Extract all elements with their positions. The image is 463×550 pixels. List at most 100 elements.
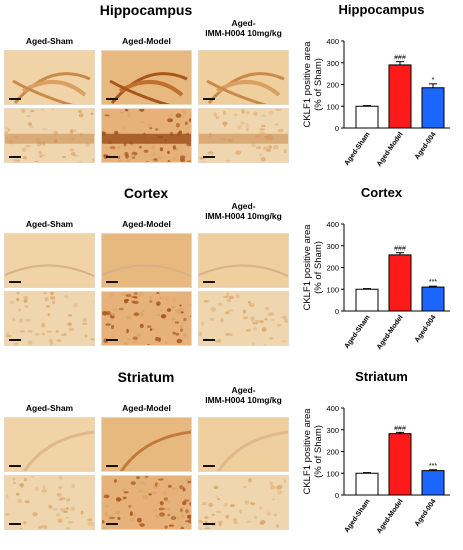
micrograph-panel (4, 417, 95, 472)
micrograph-image (199, 418, 288, 471)
micrograph-panel (198, 108, 289, 163)
micrograph-image (102, 292, 191, 345)
bar-aged-model (388, 254, 412, 312)
micrograph-image (102, 234, 191, 287)
micrograph-image (199, 234, 288, 287)
scale-bar (106, 156, 118, 158)
x-tick-label: Aged-Sham (344, 131, 372, 167)
scale-bar (203, 339, 215, 341)
y-axis-label-line: CKLF1 positive area (302, 408, 313, 495)
scale-bar (106, 523, 118, 525)
micrograph-panel (101, 108, 192, 163)
column-label: Aged-Model (122, 219, 171, 229)
column-label: Aged- IMM-H004 10mg/kg (205, 18, 282, 38)
column-label: Aged-Sham (25, 36, 74, 46)
section-title-cortex: Cortex (123, 185, 169, 201)
micrograph-image (102, 418, 191, 471)
y-tick-label: 0 (335, 307, 339, 316)
scale-bar (203, 98, 215, 100)
micrograph-panel (198, 233, 289, 288)
bar-aged-model (388, 64, 412, 129)
y-axis-label: CKLF1 positive area (% of Sham) (302, 41, 324, 128)
y-tick-label: 300 (326, 59, 339, 68)
significance-label: *** (429, 463, 437, 470)
scale-bar (106, 465, 118, 467)
y-axis-label-line: (% of Sham) (313, 425, 324, 478)
bar-aged-004 (421, 286, 445, 312)
y-tick-label: 0 (335, 491, 339, 500)
micrograph-image (5, 418, 94, 471)
section-title-hippocampus: Hippocampus (99, 2, 193, 18)
scale-bar (106, 281, 118, 283)
y-tick-label: 200 (326, 448, 339, 457)
scale-bar (9, 156, 21, 158)
scale-bar (203, 156, 215, 158)
scale-bar (9, 281, 21, 283)
column-label: Aged-Sham (25, 219, 74, 229)
micrograph-image (5, 109, 94, 162)
x-tick-label: Aged-Model (376, 314, 405, 351)
column-label: Aged- IMM-H004 10mg/kg (205, 201, 282, 221)
y-tick-label: 100 (326, 469, 339, 478)
scale-bar (9, 98, 21, 100)
x-tick-label: Aged-004 (414, 131, 438, 161)
micrograph-panel (198, 291, 289, 346)
micrograph-panel (101, 233, 192, 288)
column-label: Aged-Model (122, 36, 171, 46)
column-label: Aged-Sham (25, 403, 74, 413)
micrograph-panel (101, 50, 192, 105)
y-tick-label: 300 (326, 242, 339, 251)
bar-aged-004 (421, 470, 445, 496)
x-tick-label: Aged-Sham (344, 314, 372, 350)
micrograph-panel (101, 475, 192, 530)
micrograph-panel (4, 50, 95, 105)
scale-bar (203, 465, 215, 467)
scale-bar (9, 465, 21, 467)
micrograph-image (102, 109, 191, 162)
significance-label: ### (394, 425, 406, 432)
scale-bar (9, 523, 21, 525)
significance-label: * (432, 77, 435, 84)
micrograph-image (5, 292, 94, 345)
micrograph-panel (4, 475, 95, 530)
x-tick-label: Aged-004 (414, 498, 438, 528)
y-tick-label: 100 (326, 102, 339, 111)
y-tick-label: 400 (326, 404, 339, 413)
micrograph-image (102, 476, 191, 529)
x-tick-label: Aged-004 (414, 314, 438, 344)
chart-title-1: Cortex (360, 185, 403, 200)
scale-bar (203, 281, 215, 283)
micrograph-image (199, 476, 288, 529)
chart-title-0: Hippocampus (338, 2, 425, 17)
y-axis-label-line: CKLF1 positive area (302, 224, 313, 311)
y-axis-label-line: (% of Sham) (313, 58, 324, 111)
x-tick-label: Aged-Model (376, 498, 405, 535)
significance-label: *** (429, 279, 437, 286)
micrograph-panel (101, 417, 192, 472)
section-title-striatum: Striatum (117, 369, 175, 385)
micrograph-panel (198, 417, 289, 472)
significance-label: ### (394, 55, 406, 62)
y-tick-label: 0 (335, 124, 339, 133)
y-tick-label: 200 (326, 81, 339, 90)
scale-bar (203, 523, 215, 525)
micrograph-image (199, 292, 288, 345)
micrograph-panel (4, 108, 95, 163)
micrograph-image (5, 476, 94, 529)
significance-label: ### (394, 246, 406, 253)
column-label: Aged- IMM-H004 10mg/kg (205, 385, 282, 405)
micrograph-image (5, 51, 94, 104)
scale-bar (106, 339, 118, 341)
chart-title-2: Striatum (355, 369, 408, 384)
bar-aged-sham (355, 288, 379, 312)
micrograph-panel (198, 50, 289, 105)
x-tick-label: Aged-Sham (344, 498, 372, 534)
micrograph-image (199, 109, 288, 162)
micrograph-panel (4, 233, 95, 288)
scale-bar (106, 98, 118, 100)
micrograph-image (102, 51, 191, 104)
micrograph-panel (198, 475, 289, 530)
micrograph-image (199, 51, 288, 104)
